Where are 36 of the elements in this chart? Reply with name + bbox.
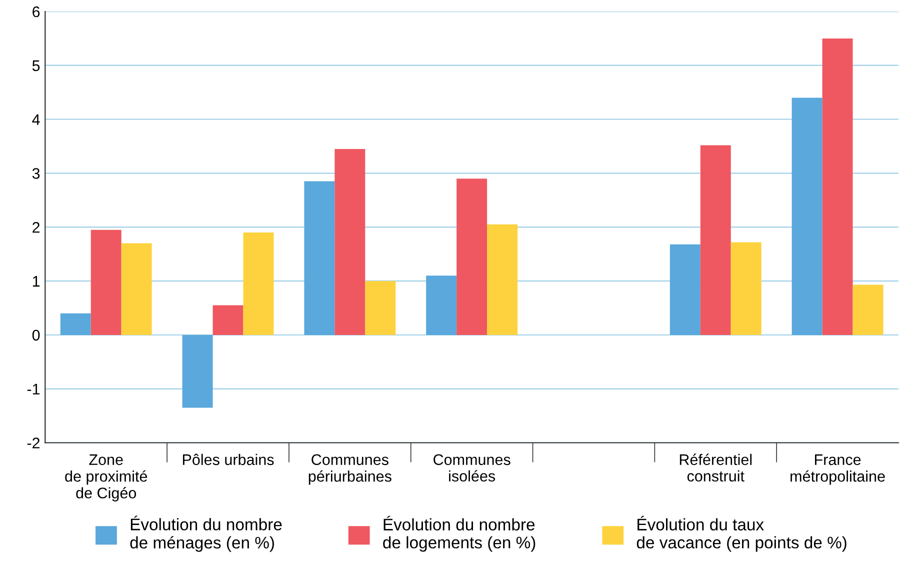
y-tick-label: 5 [32, 60, 40, 72]
bar [487, 224, 518, 335]
legend-label: Évolution du taux de vacance (en points de %) [636, 516, 846, 552]
x-tick-label: Zone de proximité de Cigéo [65, 454, 148, 502]
legend-label: Évolution du nombre de ménages (en %) [130, 516, 282, 552]
bar [730, 242, 762, 335]
bar [365, 281, 396, 335]
x-tick-label: Communes isolées [434, 454, 510, 482]
bar [212, 305, 244, 335]
y-tick-label: 3 [32, 168, 40, 179]
x-tick-label: France métropolitaine [790, 454, 885, 485]
bar [670, 244, 700, 335]
bar [426, 276, 457, 335]
bar [792, 98, 822, 335]
x-tick-label: Référentiel construit [680, 454, 752, 482]
bar [60, 313, 91, 335]
y-tick-label: 0 [32, 330, 40, 341]
bar [456, 178, 488, 335]
bar [822, 38, 853, 335]
y-tick-label: 2 [32, 222, 40, 233]
bar [334, 148, 366, 335]
bar [121, 243, 152, 335]
x-tick-label: Communes périurbaines [308, 454, 392, 485]
x-tick-label: Pôles urbains [182, 454, 274, 466]
bar [700, 145, 731, 335]
y-tick-label: 6 [32, 6, 40, 18]
bar [90, 230, 122, 335]
y-tick-label: -1 [27, 384, 40, 394]
bar [852, 284, 884, 335]
y-tick-label: -2 [27, 438, 40, 448]
bar [182, 334, 213, 408]
bar [304, 181, 335, 335]
y-tick-label: 4 [32, 114, 40, 125]
y-tick-label: 1 [32, 276, 40, 287]
legend-label: Évolution du nombre de logements (en %) [383, 516, 536, 552]
bar [243, 232, 274, 335]
